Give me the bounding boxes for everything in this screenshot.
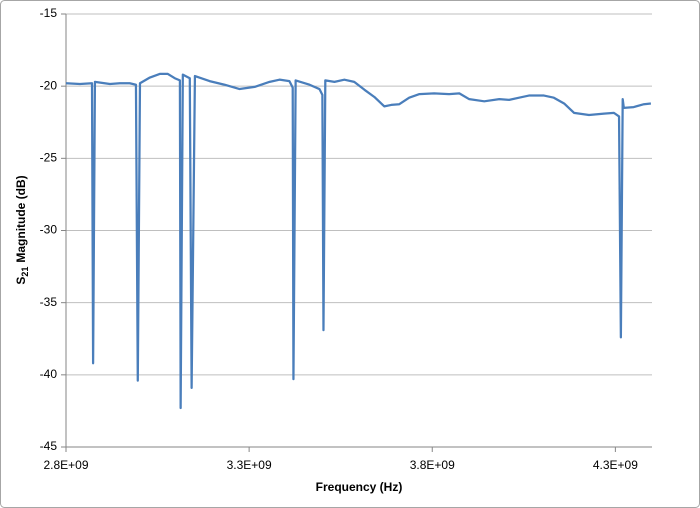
y-tick-label: -15 — [40, 6, 58, 20]
y-label-rest: Magnitude (dB) — [14, 175, 28, 262]
x-tick-label: 3.8E+09 — [410, 458, 455, 472]
y-tick-label: -40 — [40, 367, 58, 381]
y-tick-label: -45 — [40, 439, 58, 453]
data-line — [65, 72, 652, 410]
x-tick-label: 2.8E+09 — [43, 458, 88, 472]
x-tick-label: 4.3E+09 — [593, 458, 638, 472]
y-axis-label: S21 Magnitude (dB) — [14, 175, 30, 284]
x-axis-label: Frequency (Hz) — [316, 480, 403, 494]
y-tick-label: -25 — [40, 151, 58, 165]
y-tick-label: -35 — [40, 295, 58, 309]
y-tick-label: -20 — [40, 78, 58, 92]
y-tick-label: -30 — [40, 223, 58, 237]
y-label-main: S — [14, 277, 28, 285]
y-label-sub: 21 — [20, 267, 30, 277]
x-tick-label: 3.3E+09 — [227, 458, 272, 472]
